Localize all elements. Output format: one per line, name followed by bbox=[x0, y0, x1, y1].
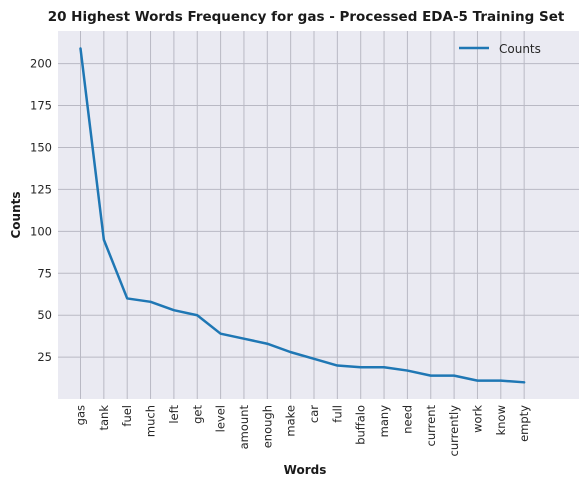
x-tick-label: gas bbox=[74, 405, 88, 425]
x-tick-label: currently bbox=[447, 405, 461, 457]
y-tick-label: 100 bbox=[30, 224, 52, 238]
y-tick-label: 150 bbox=[30, 140, 52, 154]
x-tick-label: tank bbox=[97, 405, 111, 431]
series-lines bbox=[79, 47, 526, 384]
x-tick-label: make bbox=[284, 405, 298, 437]
y-axis-label: Counts bbox=[9, 191, 23, 238]
x-tick-label: left bbox=[167, 405, 181, 424]
grid-lines bbox=[58, 31, 579, 399]
y-tick-label: 75 bbox=[37, 266, 52, 280]
x-tick-label: fuel bbox=[120, 405, 134, 427]
x-tick-label: work bbox=[470, 405, 484, 433]
x-tick-labels: gas tank fuel much left get level amount enough m… bbox=[74, 405, 532, 457]
x-tick-label: enough bbox=[260, 405, 274, 448]
legend-label: Counts bbox=[499, 42, 541, 56]
x-tick-label: empty bbox=[517, 405, 531, 442]
x-tick-label: much bbox=[144, 405, 158, 437]
x-tick-label: many bbox=[377, 405, 391, 438]
x-tick-label: current bbox=[424, 405, 438, 447]
x-tick-label: level bbox=[214, 405, 228, 432]
x-tick-label: amount bbox=[237, 405, 251, 450]
x-tick-label: full bbox=[330, 405, 344, 423]
y-tick-label: 125 bbox=[30, 182, 52, 196]
plot-area bbox=[58, 31, 579, 399]
series-line-counts bbox=[79, 47, 526, 384]
x-tick-label: get bbox=[190, 405, 204, 424]
x-axis-label: Words bbox=[284, 463, 327, 477]
y-tick-label: 175 bbox=[30, 99, 52, 113]
y-tick-labels: 25 50 75 100 125 150 175 200 bbox=[30, 57, 52, 365]
y-tick-label: 200 bbox=[30, 57, 52, 71]
x-tick-label: buffalo bbox=[354, 405, 368, 445]
chart-title: 20 Highest Words Frequency for gas - Pro… bbox=[48, 9, 565, 25]
legend: Counts bbox=[459, 42, 541, 56]
x-tick-label: need bbox=[400, 405, 414, 434]
x-tick-label: car bbox=[307, 405, 321, 423]
x-tick-label: know bbox=[494, 405, 508, 435]
y-tick-label: 25 bbox=[37, 350, 52, 364]
y-tick-label: 50 bbox=[37, 308, 52, 322]
